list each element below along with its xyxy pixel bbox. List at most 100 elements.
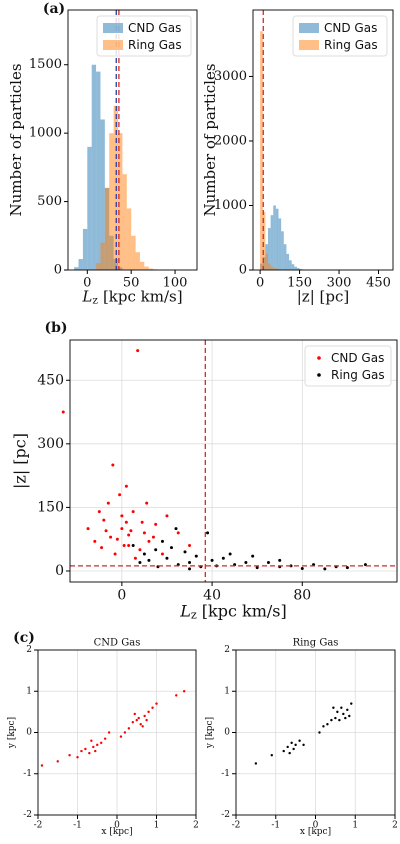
scatter-point (118, 493, 122, 497)
scatter-point (109, 535, 113, 539)
y-tick-label: 1 (26, 686, 32, 696)
scatter-point (336, 710, 339, 714)
y-tick-label: 1000 (214, 198, 247, 213)
axes-frame (67, 9, 198, 271)
scatter-point (139, 723, 142, 726)
histogram-bar (118, 133, 123, 270)
scatter-point (282, 749, 285, 753)
scatter-point (338, 718, 341, 722)
y-axis-label: |z| [pc] (11, 433, 30, 489)
scatter-point (345, 566, 349, 570)
panel: 0 40 80 0 150 300 450 CND Gas Ring Gas (37, 339, 398, 603)
histogram-bar (291, 264, 295, 270)
scatter-point (122, 544, 126, 548)
scatter-point (107, 731, 111, 734)
histogram-bar (265, 253, 268, 270)
chart-title: Ring Gas (293, 638, 339, 649)
label-symbol: L (81, 288, 92, 306)
scatter-point (210, 558, 214, 562)
legend-marker (317, 373, 321, 377)
scatter-point (289, 564, 293, 568)
scatter-point (286, 745, 289, 749)
scatter-point (92, 745, 95, 749)
y-tick-label: -1 (221, 769, 230, 779)
legend-label: Ring Gas (324, 38, 378, 52)
scatter-point (100, 741, 103, 745)
scatter-point (119, 735, 123, 738)
y-tick-label: 2 (224, 645, 230, 655)
scatter-point (106, 501, 110, 505)
panel-label: (b) (44, 320, 67, 336)
scatter-point (124, 520, 128, 524)
chart-title: CND Gas (94, 638, 141, 649)
scatter-point (188, 567, 192, 571)
scatter-point (154, 548, 158, 552)
scatter-point (147, 539, 151, 543)
x-tick-label: 0 (256, 275, 264, 290)
histogram-bar (96, 263, 101, 270)
scatter-point (100, 546, 104, 550)
y-tick-label: 1 (224, 686, 230, 696)
scatter-point (154, 522, 158, 526)
scatter-point (104, 529, 108, 533)
scatter-point (127, 533, 131, 537)
histogram-bar (131, 235, 136, 270)
x-tick-label: -1 (271, 820, 280, 830)
scatter-point (323, 567, 327, 571)
histogram-bar (91, 64, 97, 270)
scatter-point (302, 743, 305, 747)
legend-swatch (103, 40, 123, 50)
histogram-bar (296, 268, 300, 270)
scatter-point (141, 725, 144, 728)
histogram-bar (122, 174, 127, 270)
histogram-bar (275, 268, 279, 270)
scatter-point (143, 714, 146, 718)
x-tick-label: -2 (232, 820, 241, 830)
label-unit: [kpc km/s] (202, 601, 287, 620)
x-tick-label: -1 (73, 820, 82, 830)
histogram-bar (144, 266, 149, 270)
scatter-point (188, 561, 192, 565)
scatter-point (169, 546, 173, 550)
scatter-point (194, 554, 198, 558)
y-tick-label: 0 (55, 563, 64, 579)
legend-swatch (299, 23, 319, 33)
histogram-bar (268, 263, 271, 270)
legend-swatch (299, 40, 319, 50)
scatter-point (278, 558, 282, 562)
scatter-point (288, 751, 291, 755)
scatter-point (332, 706, 335, 709)
scatter-point (266, 561, 270, 565)
scatter-point (94, 749, 97, 753)
y-tick-label: 3000 (214, 69, 247, 84)
scatter-point (135, 718, 138, 722)
y-tick-label: 150 (37, 499, 64, 515)
scatter-point (182, 690, 186, 693)
scatter-point (151, 535, 155, 539)
scatter-point (136, 349, 140, 353)
histogram-bar (109, 133, 114, 270)
x-tick-label: 300 (327, 275, 352, 290)
scatter-point (183, 550, 187, 554)
histogram-bar (275, 208, 279, 270)
panel-label: (c) (13, 630, 35, 646)
y-tick-label: -2 (221, 810, 230, 820)
scatter-point (90, 739, 93, 742)
x-tick-label: 0 (313, 820, 319, 830)
y-tick-label: -2 (23, 810, 32, 820)
scatter-point (123, 731, 127, 734)
histogram-bar (270, 266, 274, 270)
scatter-point (127, 544, 131, 548)
scatter-point (326, 723, 329, 726)
y-tick-label: 0 (54, 263, 62, 278)
scatter-point (115, 537, 119, 541)
x-axis-label: x [kpc] (101, 827, 132, 837)
y-tick-label: 300 (37, 436, 64, 452)
scatter-point (97, 510, 101, 514)
scatter-point (318, 731, 321, 734)
scatter-point (131, 510, 135, 514)
scatter-point (270, 753, 273, 757)
scatter-point (188, 544, 192, 548)
legend-marker (317, 356, 321, 360)
